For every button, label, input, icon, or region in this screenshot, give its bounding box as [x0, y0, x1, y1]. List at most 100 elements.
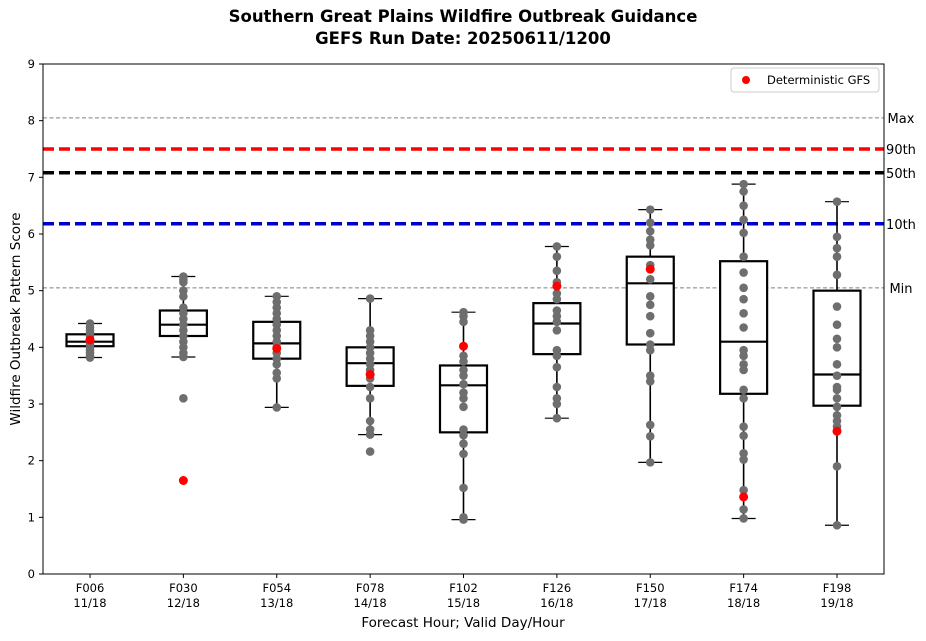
x-tick-label-hour-f150: F150	[636, 581, 665, 595]
member-point-f174-4	[739, 449, 748, 458]
deterministic-point-f006	[85, 335, 95, 345]
member-point-f030-15	[179, 272, 188, 281]
member-point-f030-12	[179, 286, 188, 295]
member-point-f030-0	[179, 394, 188, 403]
member-point-f102-14	[459, 351, 468, 361]
member-point-f126-2	[552, 394, 562, 403]
deterministic-point-f150	[645, 264, 655, 274]
x-tick-label-hour-f126: F126	[543, 581, 572, 595]
member-point-f174-0	[739, 514, 748, 523]
member-point-f054-0	[272, 403, 282, 412]
member-point-f198-10	[832, 360, 842, 369]
y-axis-label: Wildfire Outbreak Pattern Score	[8, 212, 24, 425]
member-point-f078-2	[365, 425, 375, 434]
x-tick-label-valid-f174: 18/18	[727, 596, 760, 610]
deterministic-point-f054	[272, 343, 282, 353]
x-tick-label-valid-f078: 14/18	[354, 596, 387, 610]
member-point-f150-1	[645, 432, 655, 441]
member-point-f126-16	[552, 242, 562, 251]
member-point-f078-0	[365, 447, 375, 456]
member-point-f102-3	[459, 449, 468, 459]
member-point-f198-0	[832, 520, 842, 530]
member-point-f078-5	[365, 382, 375, 392]
member-point-f126-14	[552, 266, 562, 276]
member-point-f174-7	[739, 394, 748, 403]
member-point-f198-15	[832, 270, 842, 280]
member-point-f174-18	[739, 252, 748, 261]
member-point-f078-3	[365, 416, 375, 426]
member-point-f198-4	[832, 411, 842, 420]
deterministic-point-f102	[459, 341, 468, 351]
member-point-f126-0	[552, 413, 562, 423]
member-point-f150-8	[645, 311, 655, 321]
member-point-f102-10	[459, 379, 468, 389]
member-point-f150-16	[645, 218, 655, 227]
deterministic-point-f126	[552, 281, 562, 291]
member-point-f102-7	[459, 402, 468, 412]
member-point-f078-4	[365, 394, 375, 403]
member-point-f174-10	[739, 360, 748, 369]
ref-label-max: Max	[888, 112, 915, 127]
y-tick-label-4: 4	[28, 340, 35, 354]
deterministic-point-f078	[365, 370, 375, 380]
legend: Deterministic GFS	[730, 67, 880, 93]
member-point-f198-19	[832, 197, 842, 206]
member-point-f054-15	[272, 292, 282, 301]
member-point-f174-23	[739, 179, 748, 189]
member-point-f198-18	[832, 232, 842, 242]
member-point-f174-3	[739, 455, 748, 464]
member-point-f198-17	[832, 243, 842, 253]
member-point-f198-16	[832, 252, 842, 261]
member-point-f150-4	[645, 371, 655, 380]
deterministic-points	[85, 264, 842, 502]
x-axis-label: Forecast Hour; Valid Day/Hour	[361, 615, 565, 631]
ref-label-min: Min	[889, 282, 912, 297]
deterministic-point-f030	[178, 476, 188, 485]
member-point-f174-1	[739, 505, 748, 514]
member-point-f198-13	[832, 320, 842, 329]
member-point-f174-8	[739, 385, 748, 395]
member-point-f198-9	[832, 371, 842, 380]
y-tick-label-0: 0	[28, 567, 35, 581]
x-tick-label-valid-f006: 11/18	[73, 596, 106, 610]
x-tick-label-valid-f054: 13/18	[260, 596, 293, 610]
member-point-f102-6	[459, 425, 468, 434]
chart-title: Southern Great Plains Wildfire Outbreak …	[229, 7, 698, 26]
x-tick-label-valid-f126: 16/18	[540, 596, 573, 610]
member-point-f150-17	[645, 205, 655, 214]
legend-box	[730, 67, 880, 93]
member-point-f006-13	[85, 319, 95, 328]
member-point-f174-19	[739, 228, 748, 238]
member-point-f174-14	[739, 309, 748, 318]
y-tick-label-1: 1	[28, 510, 35, 524]
member-point-f126-15	[552, 252, 562, 261]
member-point-f198-11	[832, 343, 842, 352]
x-tick-label-valid-f150: 17/18	[634, 596, 667, 610]
member-point-f102-17	[459, 307, 468, 317]
member-point-f174-5	[739, 431, 748, 441]
legend-label: Deterministic GFS	[767, 73, 870, 87]
x-tick-label-hour-f006: F006	[76, 581, 105, 595]
y-tick-label-9: 9	[28, 57, 35, 71]
member-point-f150-11	[645, 275, 655, 284]
member-point-f198-8	[832, 382, 842, 392]
member-point-f150-2	[645, 420, 655, 430]
member-point-f078-14	[365, 326, 375, 335]
member-point-f102-1	[459, 513, 468, 522]
member-point-f174-2	[739, 485, 748, 495]
member-point-f078-15	[365, 294, 375, 303]
member-point-f150-10	[645, 292, 655, 301]
x-tick-label-hour-f078: F078	[356, 581, 385, 595]
member-point-f174-15	[739, 294, 748, 304]
member-point-f126-7	[552, 326, 562, 335]
member-point-f126-3	[552, 382, 562, 392]
y-tick-label-7: 7	[28, 170, 35, 184]
member-point-f174-22	[739, 187, 748, 196]
member-point-f150-6	[645, 340, 655, 349]
ref-label-10th: 10th	[886, 218, 916, 233]
member-point-f030-10	[179, 303, 188, 312]
member-point-f126-12	[552, 289, 562, 298]
member-point-f174-20	[739, 215, 748, 225]
